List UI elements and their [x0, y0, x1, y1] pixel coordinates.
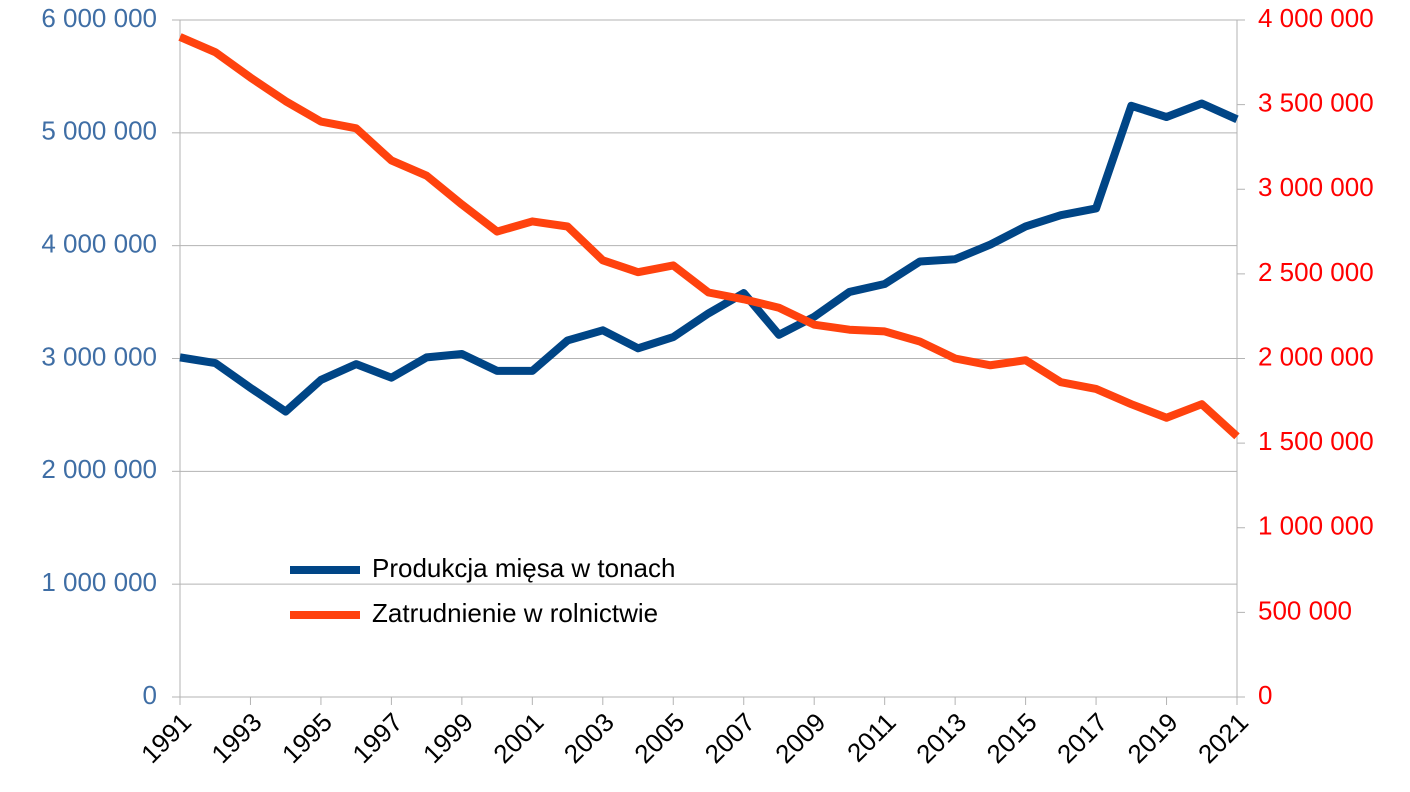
legend-label: Zatrudnienie w rolnictwie: [372, 598, 658, 628]
legend-label: Produkcja mięsa w tonach: [372, 553, 675, 583]
y2-tick-label: 4 000 000: [1258, 3, 1374, 33]
y-tick-label: 0: [143, 680, 157, 710]
y2-tick-label: 500 000: [1258, 595, 1352, 625]
series-line: [178, 33, 1240, 440]
y-tick-label: 5 000 000: [41, 116, 157, 146]
x-tick-label: 2019: [1122, 707, 1184, 769]
x-tick-label: 2003: [558, 707, 620, 769]
x-tick-label: 1991: [135, 707, 197, 769]
y2-tick-label: 3 000 000: [1258, 172, 1374, 202]
x-tick-label: 2005: [628, 707, 690, 769]
y-tick-label: 6 000 000: [41, 3, 157, 33]
x-tick-label: 1999: [417, 707, 479, 769]
y2-tick-label: 2 500 000: [1258, 257, 1374, 287]
x-tick-label: 2011: [841, 707, 902, 768]
x-tick-label: 2017: [1051, 707, 1113, 769]
y2-tick-label: 1 000 000: [1258, 511, 1374, 541]
x-tick-label: 2001: [487, 707, 549, 769]
x-tick-label: 1993: [205, 707, 267, 769]
y2-tick-label: 0: [1258, 680, 1272, 710]
x-tick-label: 1997: [346, 707, 408, 769]
y-tick-label: 1 000 000: [41, 567, 157, 597]
x-tick-label: 2015: [981, 707, 1043, 769]
y2-tick-label: 3 500 000: [1258, 88, 1374, 118]
x-tick-label: 2021: [1192, 707, 1254, 769]
x-tick-label: 2007: [699, 707, 761, 769]
x-tick-label: 1995: [276, 707, 338, 769]
y2-tick-label: 1 500 000: [1258, 426, 1374, 456]
y-tick-label: 2 000 000: [41, 454, 157, 484]
x-tick-label: 2013: [910, 707, 972, 769]
y-tick-label: 3 000 000: [41, 341, 157, 371]
y-tick-label: 4 000 000: [41, 229, 157, 259]
series-line: [179, 99, 1239, 416]
x-tick-label: 2009: [769, 707, 831, 769]
y2-tick-label: 2 000 000: [1258, 341, 1374, 371]
